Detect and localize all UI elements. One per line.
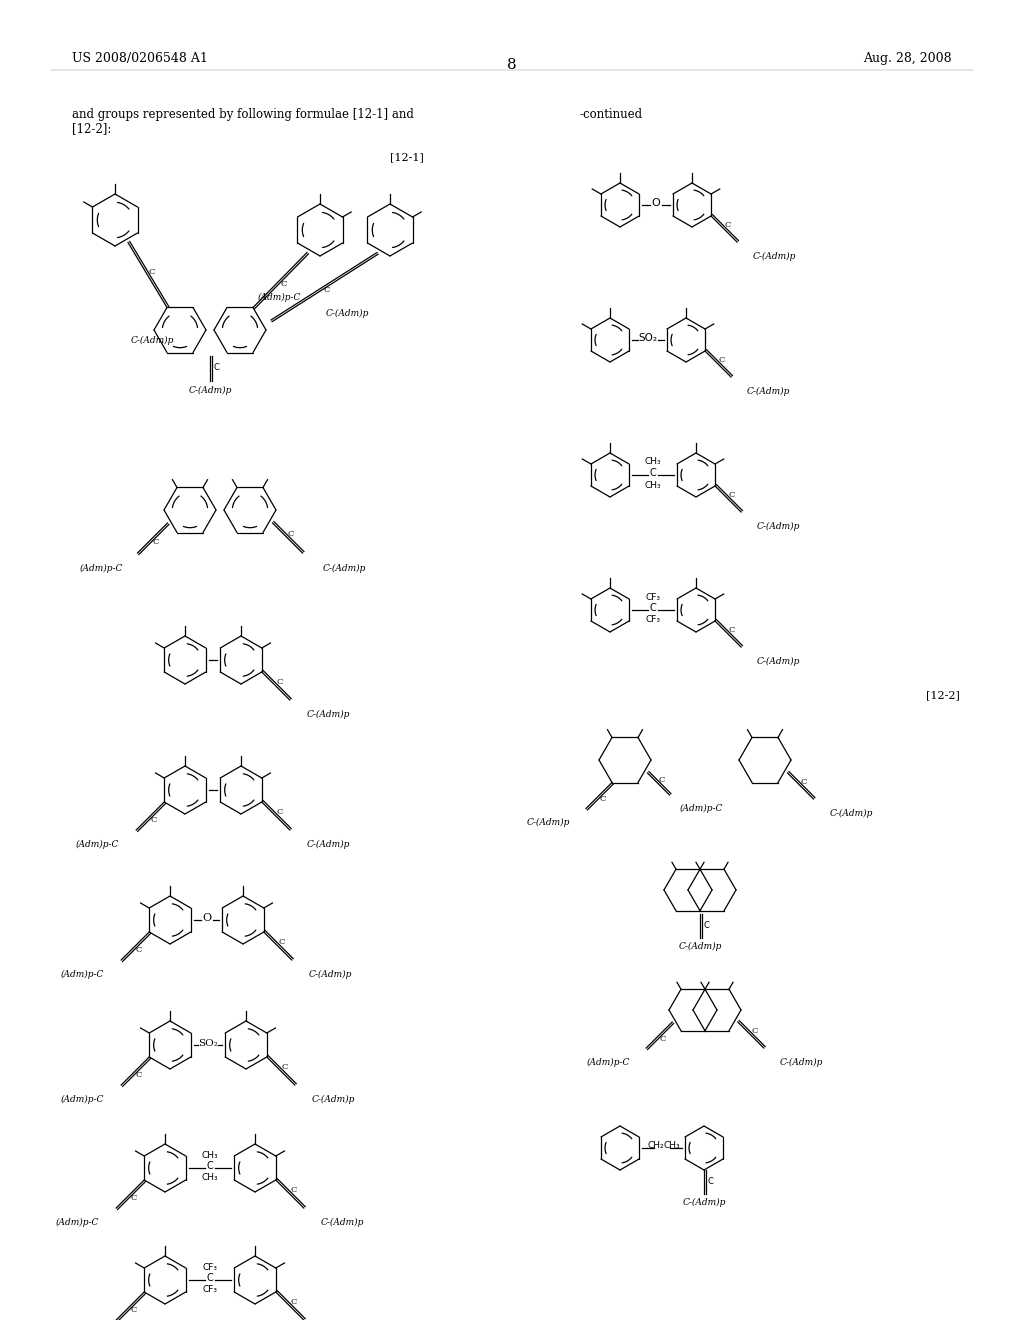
Text: Aug. 28, 2008: Aug. 28, 2008 — [863, 51, 952, 65]
Text: C-(Adm)p: C-(Adm)p — [188, 385, 231, 395]
Text: (Adm)p-C: (Adm)p-C — [76, 840, 119, 849]
Text: CF₃: CF₃ — [203, 1286, 217, 1295]
Text: C-(Adm)p: C-(Adm)p — [130, 335, 174, 345]
Text: C-(Adm)p: C-(Adm)p — [307, 709, 350, 718]
Text: C-(Adm)p: C-(Adm)p — [321, 1217, 365, 1226]
Text: C-(Adm)p: C-(Adm)p — [311, 1094, 355, 1104]
Text: C: C — [148, 268, 155, 276]
Text: CF₃: CF₃ — [203, 1262, 217, 1271]
Text: C-(Adm)p: C-(Adm)p — [307, 840, 350, 849]
Text: C: C — [708, 1177, 714, 1187]
Text: C: C — [659, 1035, 666, 1043]
Text: SO₂: SO₂ — [639, 333, 657, 343]
Text: C: C — [135, 1071, 142, 1078]
Text: C: C — [276, 678, 283, 686]
Text: C: C — [705, 921, 710, 931]
Text: CH₂: CH₂ — [648, 1142, 665, 1151]
Text: C: C — [724, 222, 731, 230]
Text: C-(Adm)p: C-(Adm)p — [829, 808, 872, 817]
Text: CF₃: CF₃ — [645, 615, 660, 624]
Text: [12-2]: [12-2] — [926, 690, 961, 700]
Text: C: C — [281, 280, 287, 288]
Text: C-(Adm)p: C-(Adm)p — [326, 309, 370, 318]
Text: C: C — [276, 808, 283, 817]
Text: C: C — [135, 945, 142, 953]
Text: (Adm)p-C: (Adm)p-C — [258, 293, 301, 302]
Text: 8: 8 — [507, 58, 517, 73]
Text: C: C — [131, 1193, 137, 1201]
Text: C: C — [649, 603, 656, 612]
Text: C: C — [649, 469, 656, 478]
Text: C-(Adm)p: C-(Adm)p — [682, 1199, 726, 1206]
Text: CH₃: CH₃ — [645, 458, 662, 466]
Text: C: C — [290, 1299, 297, 1307]
Text: C: C — [324, 286, 330, 294]
Text: C: C — [279, 939, 285, 946]
Text: (Adm)p-C: (Adm)p-C — [60, 969, 104, 978]
Text: C-(Adm)p: C-(Adm)p — [526, 818, 570, 828]
Text: C-(Adm)p: C-(Adm)p — [323, 564, 366, 573]
Text: C: C — [207, 1272, 213, 1283]
Text: C: C — [728, 627, 735, 635]
Text: (Adm)p-C: (Adm)p-C — [60, 1094, 104, 1104]
Text: C: C — [719, 356, 725, 364]
Text: SO₂: SO₂ — [198, 1039, 218, 1048]
Text: (Adm)p-C: (Adm)p-C — [56, 1217, 99, 1226]
Text: C-(Adm)p: C-(Adm)p — [757, 521, 801, 531]
Text: C-(Adm)p: C-(Adm)p — [780, 1057, 823, 1067]
Text: C-(Adm)p: C-(Adm)p — [757, 656, 801, 665]
Text: O: O — [651, 198, 660, 209]
Text: C: C — [288, 531, 294, 539]
Text: (Adm)p-C: (Adm)p-C — [680, 804, 723, 813]
Text: C-(Adm)p: C-(Adm)p — [309, 969, 352, 978]
Text: C: C — [290, 1187, 297, 1195]
Text: (Adm)p-C: (Adm)p-C — [79, 564, 123, 573]
Text: C: C — [282, 1064, 288, 1072]
Text: C: C — [151, 816, 157, 824]
Text: [12-2]:: [12-2]: — [72, 121, 112, 135]
Text: and groups represented by following formulae [12-1] and: and groups represented by following form… — [72, 108, 414, 121]
Text: CH₃: CH₃ — [202, 1151, 218, 1159]
Text: C: C — [207, 1162, 213, 1171]
Text: C-(Adm)p: C-(Adm)p — [678, 942, 722, 952]
Text: (Adm)p-C: (Adm)p-C — [587, 1057, 630, 1067]
Text: CH₃: CH₃ — [202, 1173, 218, 1183]
Text: -continued: -continued — [580, 108, 643, 121]
Text: C: C — [131, 1305, 137, 1313]
Text: CH₃: CH₃ — [664, 1142, 680, 1151]
Text: [12-1]: [12-1] — [390, 152, 424, 162]
Text: US 2008/0206548 A1: US 2008/0206548 A1 — [72, 51, 208, 65]
Text: C: C — [728, 491, 735, 499]
Text: C-(Adm)p: C-(Adm)p — [753, 251, 797, 260]
Text: C: C — [752, 1027, 758, 1035]
Text: CH₃: CH₃ — [645, 480, 662, 490]
Text: C-(Adm)p: C-(Adm)p — [748, 387, 791, 396]
Text: CF₃: CF₃ — [645, 593, 660, 602]
Text: C: C — [801, 779, 807, 787]
Text: C: C — [214, 363, 220, 372]
Text: O: O — [202, 913, 211, 923]
Text: C: C — [658, 776, 666, 784]
Text: C: C — [599, 795, 606, 803]
Text: C: C — [153, 537, 159, 545]
